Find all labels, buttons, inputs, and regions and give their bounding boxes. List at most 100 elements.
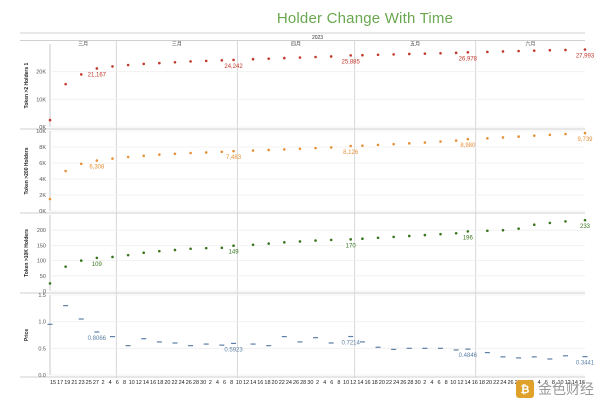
data-label: 170 <box>346 243 357 249</box>
data-point <box>349 144 352 148</box>
x-tick-label: 6 <box>330 380 333 386</box>
data-label: 24,242 <box>224 64 243 70</box>
data-point <box>583 48 587 51</box>
x-tick-label: 28 <box>407 380 413 386</box>
data-point <box>111 65 114 68</box>
y-tick-label: 0K <box>39 125 46 131</box>
data-label: 26,978 <box>459 56 478 62</box>
data-point <box>501 50 505 53</box>
data-point <box>314 146 317 150</box>
x-tick-label: 16 <box>579 380 585 386</box>
y-axis-title: Price <box>24 329 30 341</box>
data-point <box>407 234 411 238</box>
data-point <box>189 247 192 251</box>
x-tick-label: 8 <box>230 380 233 386</box>
x-tick-label: 2 <box>423 380 426 386</box>
x-tick-label: 12 <box>565 380 571 386</box>
x-tick-label: 16 <box>150 380 156 386</box>
data-point <box>232 149 235 153</box>
data-point <box>173 152 177 156</box>
data-point <box>392 53 395 56</box>
x-tick-label: 14 <box>143 380 149 386</box>
watermark-text: 金色财经 <box>538 382 594 398</box>
x-tick-label: 6 <box>545 380 548 386</box>
y-tick-label: 150 <box>37 243 46 249</box>
x-tick-label: 21 <box>71 380 77 386</box>
y-tick-label: 1.5 <box>38 293 46 299</box>
data-label: 21,167 <box>88 72 107 78</box>
data-point <box>314 55 317 59</box>
data-point <box>466 51 470 54</box>
x-tick-label: 26 <box>507 380 513 386</box>
watermark: ₿ 金色财经 <box>516 379 594 399</box>
x-tick-label: 24 <box>179 380 185 386</box>
data-label: 149 <box>229 250 240 256</box>
data-point <box>267 148 270 152</box>
data-point <box>48 282 52 285</box>
y-tick-label: 0 <box>43 289 46 295</box>
data-point <box>361 144 364 147</box>
x-tick-label: 17 <box>57 380 63 386</box>
x-tick-label: 2 <box>102 380 105 386</box>
data-point <box>142 62 146 66</box>
data-point <box>439 51 442 55</box>
watermark-logo-icon: ₿ <box>516 380 534 398</box>
data-point <box>548 221 552 225</box>
x-tick-label: 20 <box>379 380 385 386</box>
data-point <box>517 135 520 138</box>
data-point <box>361 53 364 57</box>
x-tick-label: 8 <box>337 380 340 386</box>
data-point <box>423 141 427 144</box>
x-tick-label: 16 <box>364 380 370 386</box>
x-tick-label: 14 <box>465 380 471 386</box>
x-tick-label: 10 <box>129 380 135 386</box>
x-tick-label: 20 <box>486 380 492 386</box>
data-point <box>111 255 114 259</box>
month-label: 四月 <box>291 42 301 48</box>
x-tick-label: 8 <box>445 380 448 386</box>
data-point <box>329 238 333 242</box>
data-point <box>111 157 114 160</box>
data-point <box>95 256 99 260</box>
y-tick-label: 20K <box>36 70 46 76</box>
x-tick-label: 24 <box>393 380 399 386</box>
data-point <box>64 82 67 86</box>
data-point <box>298 147 302 151</box>
data-point <box>126 63 130 67</box>
data-point <box>532 49 536 52</box>
x-tick-label: 30 <box>200 380 206 386</box>
data-point <box>64 265 67 268</box>
data-point <box>64 169 67 173</box>
data-label: 8,980 <box>460 143 476 149</box>
x-tick-label: 26 <box>186 380 192 386</box>
data-point <box>220 59 224 62</box>
data-point <box>267 242 270 245</box>
data-point <box>564 132 567 136</box>
y-tick-label: 0K <box>39 209 46 215</box>
x-tick-label: 12 <box>457 380 463 386</box>
x-tick-label: 20 <box>272 380 278 386</box>
x-tick-label: 10 <box>450 380 456 386</box>
x-tick-label: 16 <box>257 380 263 386</box>
y-tick-label: 10K <box>36 97 46 103</box>
data-point <box>376 143 380 147</box>
data-point <box>407 52 411 56</box>
data-label: 233 <box>580 224 591 230</box>
data-point <box>142 154 146 158</box>
chart-title: Holder Change With Time <box>276 10 454 27</box>
data-point <box>79 259 83 262</box>
data-label: 109 <box>92 262 103 268</box>
month-label: 三月 <box>172 42 182 48</box>
data-point <box>220 150 224 154</box>
data-label: 0.5923 <box>224 347 243 353</box>
x-tick-label: 14 <box>357 380 363 386</box>
data-point <box>407 142 411 145</box>
x-tick-label: 30 <box>415 380 421 386</box>
data-point <box>564 220 567 223</box>
x-tick-label: 6 <box>223 380 226 386</box>
x-tick-label: 22 <box>279 380 285 386</box>
data-point <box>298 240 302 243</box>
data-point <box>251 243 255 247</box>
data-point <box>126 155 130 159</box>
data-point <box>189 60 192 63</box>
